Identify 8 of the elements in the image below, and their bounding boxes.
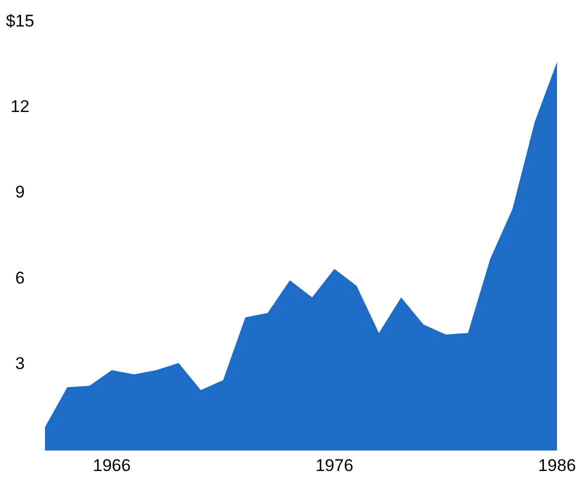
x-tick-label: 1986 <box>538 456 576 475</box>
y-tick-label: 3 <box>15 354 25 373</box>
y-tick-label: 9 <box>15 182 25 202</box>
y-tick-label: $15 <box>6 11 34 30</box>
y-tick-label: 12 <box>10 97 30 116</box>
x-tick-label: 1976 <box>315 456 354 475</box>
x-tick-label: 1966 <box>92 456 131 475</box>
y-tick-label: 6 <box>15 268 25 288</box>
